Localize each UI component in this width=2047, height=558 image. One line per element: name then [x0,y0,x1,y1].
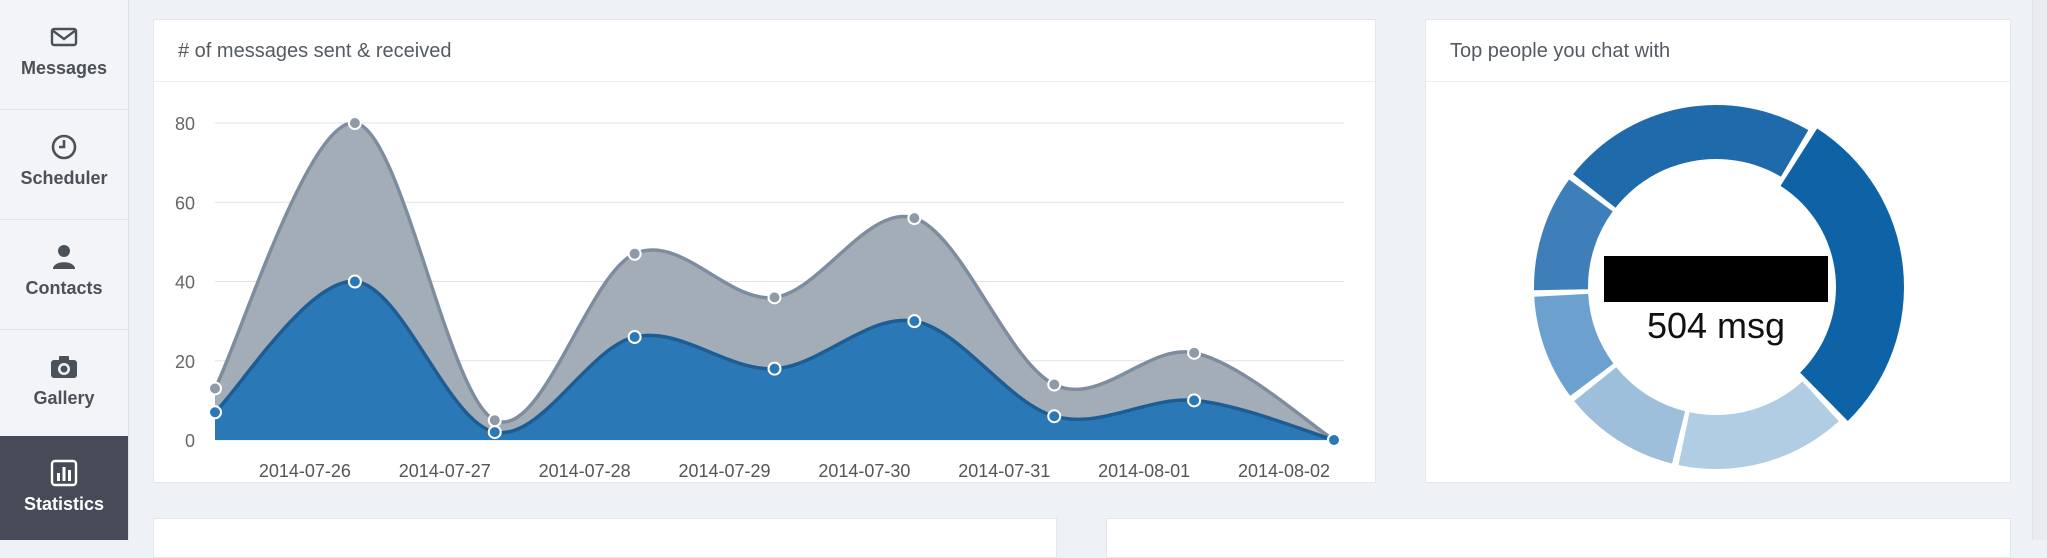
data-point [487,413,502,428]
donut-chart: 504 msg [1534,105,1904,469]
y-tick-label: 40 [175,273,195,293]
data-point [347,116,362,130]
x-tick-label: 2014-07-31 [958,461,1050,481]
y-tick-label: 80 [175,114,195,134]
sidebar: Messages Scheduler Contacts Gallery Stat… [0,0,129,540]
data-point [907,211,922,226]
donut-slice [1534,179,1613,291]
x-tick-label: 2014-07-28 [539,461,631,481]
donut-slice [1780,128,1904,422]
x-tick-label: 2014-08-01 [1098,461,1190,481]
donut-slice [1574,367,1686,464]
sidebar-item-label: Scheduler [20,168,108,188]
sidebar-item-messages[interactable]: Messages [0,0,128,110]
envelope-icon [50,27,78,47]
bottom-left-panel [153,518,1057,558]
data-point [627,329,642,344]
data-point [767,361,782,376]
panel-title: # of messages sent & received [154,20,1375,82]
data-point [208,381,222,396]
x-tick-label: 2014-07-30 [818,461,910,481]
data-point [1047,409,1062,424]
y-tick-label: 20 [175,352,195,372]
sidebar-item-scheduler[interactable]: Scheduler [0,110,128,220]
x-tick-label: 2014-07-26 [259,461,351,481]
data-point [907,314,922,329]
data-point [627,246,642,261]
redacted-name [1604,256,1828,302]
donut-slice [1534,293,1614,396]
y-tick-label: 0 [185,431,195,451]
series-area [215,281,1334,440]
sidebar-item-label: Gallery [33,388,95,408]
clock-icon [51,134,77,160]
bottom-right-panel [1106,518,2011,558]
page-scrollbar[interactable] [2032,0,2047,540]
top-people-panel: Top people you chat with 504 msg [1425,19,2011,483]
series-line [213,121,1335,442]
y-tick-label: 60 [175,193,195,213]
panel-title: Top people you chat with [1426,20,2010,82]
donut-center-value: 504 msg [1647,305,1785,346]
camera-icon [51,356,77,378]
data-point [1187,393,1202,408]
sidebar-item-label: Statistics [23,494,105,514]
data-point [208,405,222,420]
donut-slice [1678,381,1839,469]
sidebar-item-gallery[interactable]: Gallery [0,330,128,440]
sidebar-item-label: Contacts [25,278,103,298]
area-chart: 0 20 40 60 80 2014-07-26 2014-07-27 2014-07-28 2… [175,114,1344,481]
sidebar-item-contacts[interactable]: Contacts [0,220,128,330]
data-point [1327,433,1341,447]
x-tick-label: 2014-08-02 [1238,461,1330,481]
bar-chart-icon [50,459,78,487]
donut-slice [1573,105,1809,208]
data-point [767,290,782,305]
series-line [213,279,1335,442]
data-point [487,425,502,440]
data-point [1047,377,1062,392]
data-point [347,274,362,289]
person-icon [53,245,75,269]
messages-chart-panel: # of messages sent & received 0 20 40 60 80 2… [153,19,1376,483]
sidebar-item-statistics[interactable]: Statistics [0,436,128,540]
sidebar-item-label: Messages [20,58,108,78]
data-point [1187,345,1202,360]
x-tick-label: 2014-07-27 [399,461,491,481]
x-tick-label: 2014-07-29 [678,461,770,481]
